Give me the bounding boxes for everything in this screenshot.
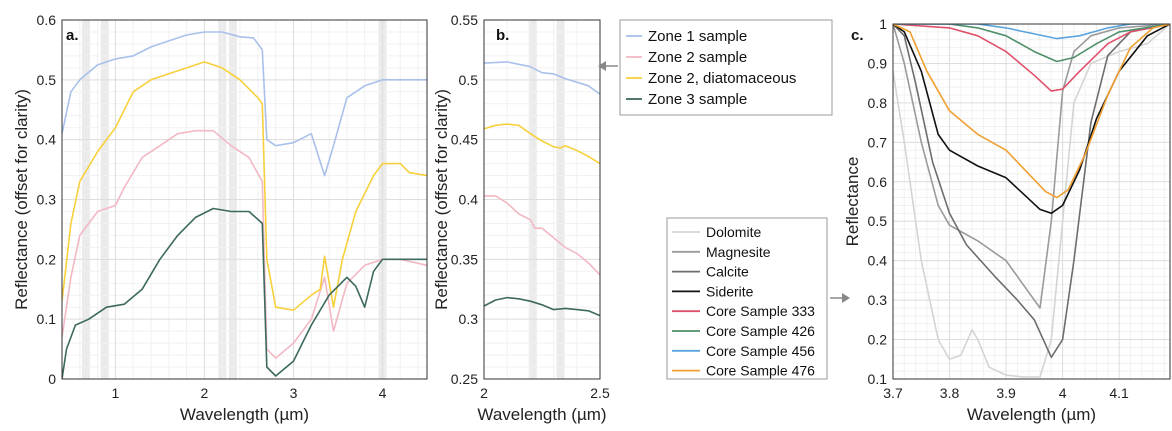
legend-entry-label: Core Sample 426: [706, 323, 815, 339]
panel-b: 0.25 0.3 0.35 0.4 0.45 0.5 0.55 2 2.5 Wavelength …: [432, 12, 610, 424]
series-line-zone-2-sample: [62, 129, 427, 359]
x-tick-label: 4: [1059, 385, 1067, 401]
series-line-core-sample-456: [893, 24, 1170, 40]
y-tick-label: 0.5: [459, 72, 479, 88]
series-line-zone-3-sample: [484, 296, 600, 317]
series-line-zone-2-sample: [484, 195, 600, 276]
y-tick-label: 0.8: [868, 95, 888, 111]
series-line-calcite: [893, 24, 1170, 359]
plot-frame: [483, 19, 601, 380]
legend-entry-label: Zone 1 sample: [648, 28, 747, 45]
legend-entry-label: Siderite: [706, 283, 754, 299]
panel-letter: a.: [66, 27, 79, 44]
y-tick-label: 0.6: [37, 12, 57, 28]
plot-frame: [61, 19, 428, 380]
legend-top: Zone 1 sample Zone 2 sample Zone 2, diatom…: [619, 19, 833, 116]
panel-a: 0 0.1 0.2 0.3 0.4 0.5 0.6 1 2 3 4 Wavelength (µm) Re…: [12, 12, 428, 424]
x-axis-label: Wavelength (µm): [477, 405, 606, 424]
series-line-core-sample-426: [893, 24, 1170, 63]
legend-entry-label: Dolomite: [706, 224, 761, 240]
legend-entry-label: Core Sample 333: [706, 303, 815, 319]
legend-bottom: Dolomite Magnesite Calcite Siderite Core Sam…: [666, 217, 828, 380]
y-tick-label: 0.9: [868, 55, 888, 71]
y-tick-label: 0.45: [451, 132, 478, 148]
y-tick-label: 1: [879, 16, 887, 32]
y-tick-label: 0.4: [459, 192, 479, 208]
legend-entry-label: Zone 2 sample: [648, 49, 747, 66]
x-tick-label: 3.7: [883, 385, 903, 401]
y-tick-label: 0.25: [451, 371, 478, 387]
y-tick-label: 0.2: [37, 251, 57, 267]
legend-entry-label: Magnesite: [706, 244, 771, 260]
y-tick-label: 0.3: [37, 192, 57, 208]
legend-entry-label: Core Sample 456: [706, 343, 815, 359]
x-tick-label: 3: [290, 385, 298, 401]
x-axis-label: Wavelength (µm): [180, 405, 309, 424]
series-line-core-sample-476: [893, 24, 1170, 199]
x-axis-label: Wavelength (µm): [967, 405, 1096, 424]
y-tick-label: 0.55: [451, 12, 478, 28]
x-tick-label: 2: [480, 385, 488, 401]
y-tick-label: 0.6: [868, 174, 888, 190]
y-tick-label: 0.1: [868, 371, 888, 387]
y-axis-label: Reflectance: [843, 157, 862, 247]
series-group: [484, 61, 600, 317]
legend-top-entries: Zone 1 sample Zone 2 sample Zone 2, diatom…: [626, 28, 796, 108]
panel-letter: c.: [851, 27, 864, 44]
legend-top-box: [619, 19, 833, 116]
y-tick-label: 0.3: [459, 311, 479, 327]
y-tick-label: 0.35: [451, 251, 478, 267]
plot-frame: [892, 23, 1171, 380]
series-line-magnesite: [893, 24, 1170, 309]
legend-bottom-entries: Dolomite Magnesite Calcite Siderite Core Sam…: [672, 224, 815, 379]
x-tick-label: 3.9: [996, 385, 1016, 401]
y-tick-label: 0.5: [868, 213, 888, 229]
y-axis-label: Reflectance (offset for clarity): [432, 89, 451, 310]
y-tick-label: 0.3: [868, 292, 888, 308]
y-tick-label: 0.7: [868, 134, 888, 150]
legend-entry-label: Calcite: [706, 264, 749, 280]
panel-letter: b.: [496, 27, 509, 44]
series-group: [893, 24, 1170, 378]
x-tick-label: 4: [379, 385, 387, 401]
series-line-zone-2-diatomaceous: [62, 61, 427, 311]
series-line-zone-3-sample: [62, 207, 427, 379]
arrow-to-panel-b: [598, 61, 618, 71]
y-tick-label: 0.2: [868, 332, 888, 348]
y-tick-label: 0.4: [37, 132, 57, 148]
x-tick-label: 4.1: [1109, 385, 1129, 401]
series-group: [62, 31, 427, 379]
series-line-zone-2-diatomaceous: [484, 123, 600, 165]
y-axis-label: Reflectance (offset for clarity): [12, 89, 31, 310]
x-tick-label: 2.5: [590, 385, 610, 401]
x-tick-label: 1: [112, 385, 120, 401]
series-line-dolomite: [893, 24, 1170, 378]
y-tick-label: 0.1: [37, 311, 57, 327]
series-line-zone-1-sample: [62, 31, 427, 177]
y-tick-label: 0: [48, 371, 56, 387]
legend-bottom-box: [666, 217, 828, 380]
series-line-zone-1-sample: [484, 61, 600, 95]
legend-entry-label: Zone 2, diatomaceous: [648, 70, 796, 87]
y-tick-label: 0.5: [37, 72, 57, 88]
y-tick-label: 0.4: [868, 253, 888, 269]
legend-entry-label: Zone 3 sample: [648, 91, 747, 108]
x-tick-label: 2: [201, 385, 209, 401]
x-tick-label: 3.8: [940, 385, 960, 401]
panel-c: 0.1 0.2 0.3 0.4 0.5 0.6 0.7 0.8 0.9 1 3.7 3.8 3.9 4 4.…: [843, 16, 1171, 424]
arrow-to-panel-c: [830, 293, 850, 303]
series-line-core-sample-333: [893, 24, 1170, 92]
legend-entry-label: Core Sample 476: [706, 363, 815, 379]
